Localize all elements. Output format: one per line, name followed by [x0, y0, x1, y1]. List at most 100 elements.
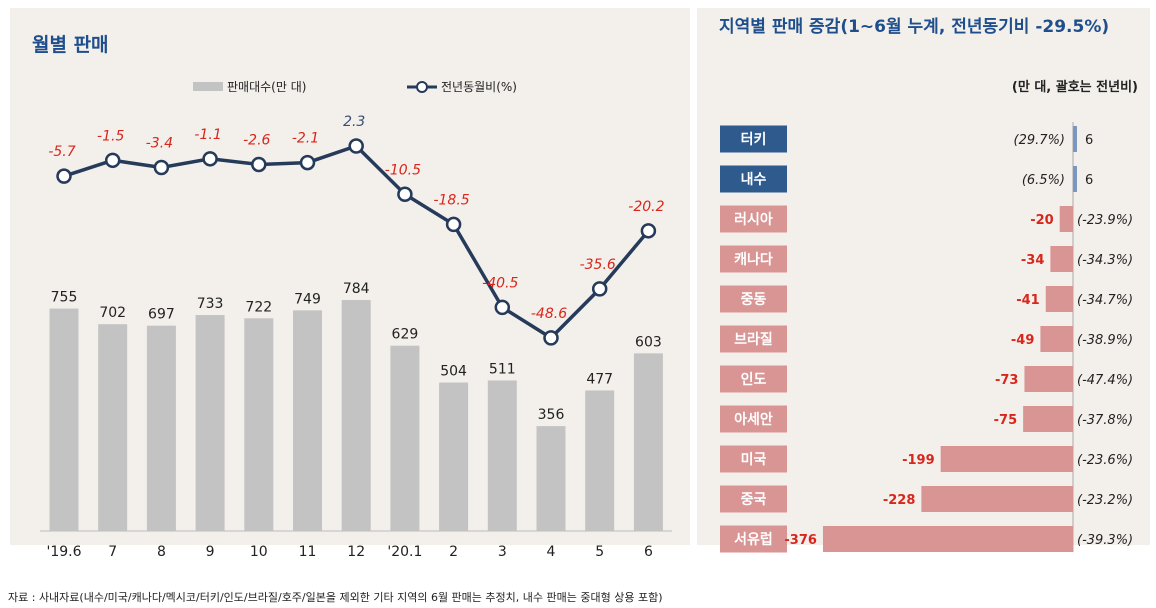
bar [390, 345, 420, 531]
x-tick-label: 8 [157, 544, 166, 560]
bar [439, 382, 469, 531]
region-bar [1059, 206, 1073, 232]
bar-value-label: 603 [635, 334, 662, 350]
x-tick-label: 11 [299, 544, 317, 560]
yoy-point [251, 156, 267, 173]
value-label: -73 [995, 373, 1019, 388]
yoy-label: -40.5 [482, 275, 518, 291]
yoy-label: -18.5 [433, 192, 469, 208]
bar-value-label: 722 [245, 299, 272, 315]
region-label: 미국 [741, 452, 767, 468]
region-label: 아세안 [734, 411, 773, 428]
pct-label: (-34.3%) [1077, 253, 1133, 268]
pct-label: (-39.3%) [1077, 533, 1133, 548]
bar [244, 318, 274, 531]
bar-value-label: 477 [586, 371, 613, 387]
x-tick-label: 7 [108, 544, 117, 560]
x-tick-label: 4 [547, 544, 556, 560]
bar [195, 315, 225, 531]
yoy-label: -3.4 [146, 135, 173, 151]
yoy-point [397, 186, 413, 203]
region-label-box [720, 165, 787, 193]
legend-bar-label: 판매대수(만 대) [227, 80, 306, 94]
x-tick-label: 10 [250, 544, 268, 560]
region-bar [1073, 166, 1077, 192]
bar [49, 308, 79, 531]
region-label-box [720, 325, 787, 353]
pct-label: (29.7%) [1014, 133, 1065, 148]
bar [487, 380, 517, 531]
region-bar [1073, 126, 1077, 152]
yoy-point [153, 159, 170, 176]
bar-value-label: 356 [538, 407, 565, 423]
yoy-point [543, 330, 559, 346]
yoy-point [494, 299, 511, 316]
unit-note: (만 대, 괄호는 전년비) [1011, 80, 1138, 95]
value-label: 6 [1085, 173, 1093, 188]
value-label: -376 [784, 533, 817, 548]
bar-value-label: 784 [343, 281, 370, 297]
pct-label: (-47.4%) [1077, 373, 1133, 388]
region-label: 터키 [741, 132, 767, 148]
region-bar [940, 446, 1073, 472]
x-tick-label: '19.6 [46, 544, 81, 560]
yoy-label: -1.1 [194, 127, 221, 143]
yoy-label: -20.2 [628, 199, 664, 215]
yoy-point [56, 168, 72, 184]
region-label: 캐나다 [734, 252, 773, 268]
yoy-point [299, 154, 316, 171]
region-label-box [720, 125, 787, 153]
bar-value-label: 702 [99, 305, 126, 321]
region-label: 인도 [741, 371, 767, 388]
x-tick-label: 2 [449, 544, 458, 560]
bar-value-label: 511 [489, 361, 516, 377]
pct-label: (-23.6%) [1077, 453, 1133, 468]
bar [536, 426, 566, 531]
yoy-point [202, 151, 218, 167]
bar-value-label: 733 [197, 296, 224, 312]
value-label: 6 [1085, 133, 1093, 148]
bar [293, 310, 322, 531]
bar [341, 300, 371, 531]
bar [585, 390, 615, 531]
value-label: -228 [883, 493, 916, 508]
yoy-point [640, 223, 657, 239]
yoy-label: -2.1 [292, 131, 319, 147]
bar-value-label: 755 [51, 290, 78, 306]
region-bar [1023, 406, 1073, 432]
x-tick-label: 5 [595, 544, 604, 560]
x-tick-label: 12 [347, 544, 365, 560]
bar [633, 353, 663, 531]
region-label: 내수 [741, 172, 767, 188]
region-label-box [720, 365, 787, 393]
value-label: -20 [1030, 213, 1054, 228]
yoy-point [348, 138, 364, 154]
pct-label: (-23.9%) [1077, 213, 1133, 228]
pct-label: (6.5%) [1022, 173, 1065, 188]
x-tick-label: 6 [644, 544, 653, 560]
bar [98, 324, 128, 531]
bar-value-label: 749 [294, 291, 321, 307]
x-tick-label: '20.1 [387, 544, 422, 560]
region-label-box [720, 285, 787, 313]
value-label: -49 [1011, 333, 1035, 348]
region-label-box [720, 525, 787, 553]
legend-bar-swatch [193, 82, 223, 91]
monthly-sales-title: 월별 판매 [32, 34, 109, 56]
yoy-point [591, 281, 608, 297]
bar-value-label: 629 [392, 327, 419, 343]
legend-line-marker [416, 81, 428, 93]
region-bar [1040, 326, 1073, 352]
yoy-label: -5.7 [48, 144, 75, 160]
region-label-box [720, 405, 787, 433]
region-bar [921, 486, 1073, 512]
value-label: -75 [994, 413, 1018, 428]
region-label-box [720, 245, 787, 273]
legend-line-label: 전년동월비(%) [441, 80, 517, 94]
yoy-label: -35.6 [580, 257, 616, 273]
pct-label: (-23.2%) [1077, 493, 1133, 508]
yoy-label: 2.3 [343, 114, 365, 130]
yoy-point [445, 216, 462, 233]
value-label: -34 [1021, 253, 1045, 268]
